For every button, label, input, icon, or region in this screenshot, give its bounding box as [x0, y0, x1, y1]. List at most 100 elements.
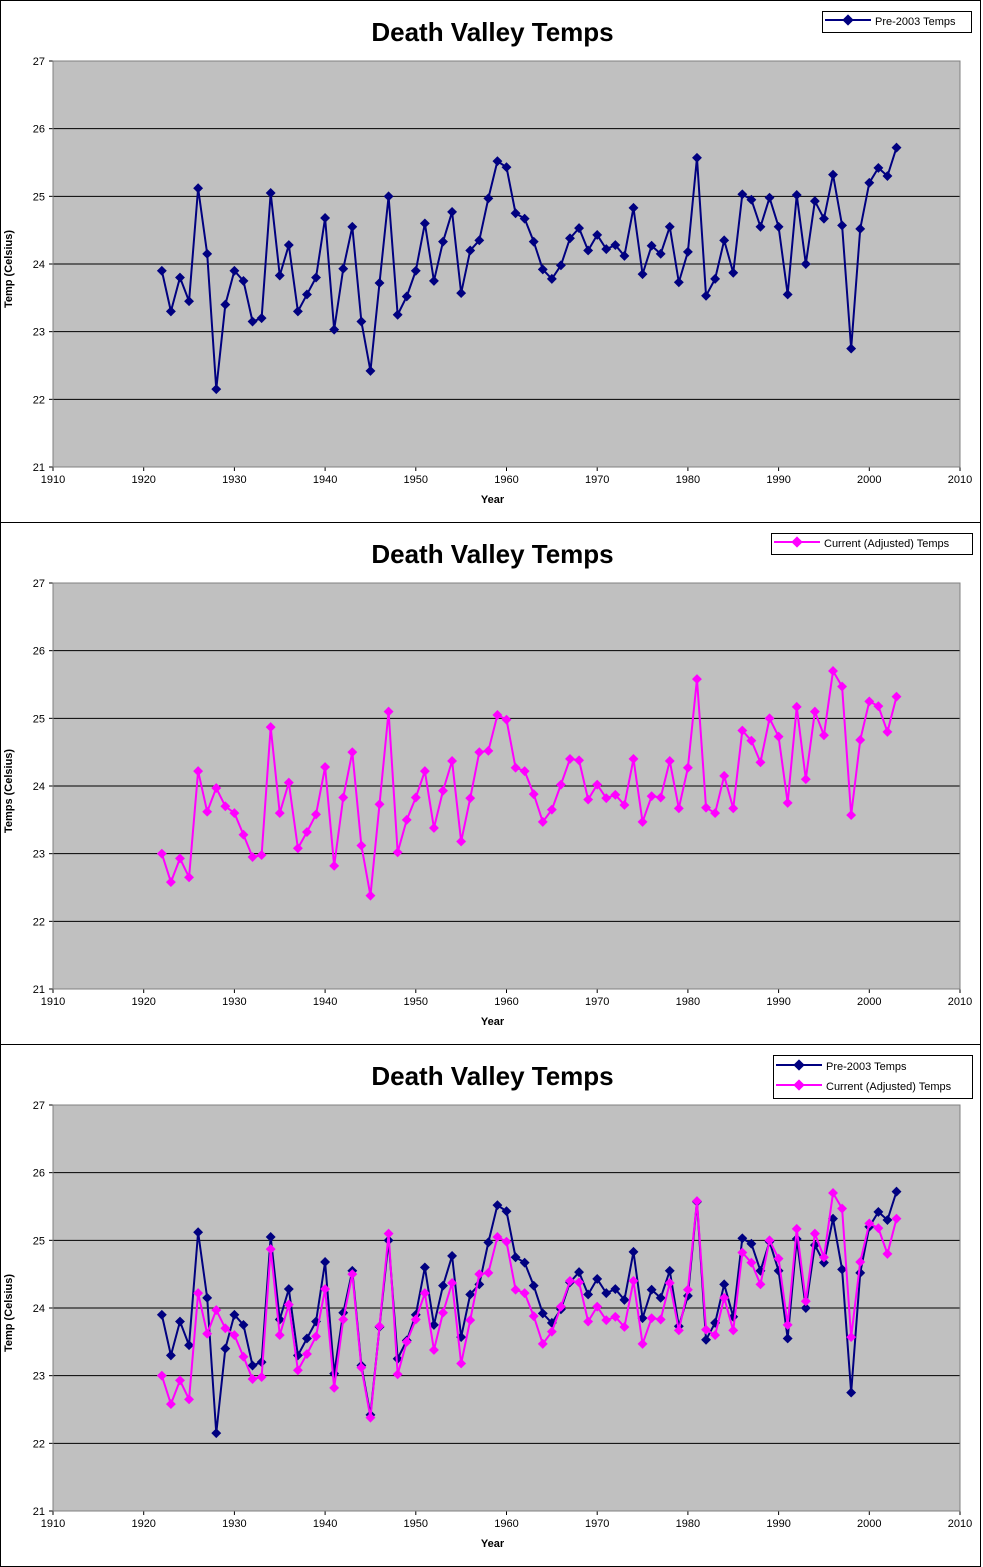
plot-border — [52, 1104, 961, 1512]
data-point-current — [746, 735, 757, 746]
data-point-pre2003 — [737, 1233, 748, 1244]
data-point-pre2003 — [873, 162, 884, 173]
data-point-pre2003 — [746, 1238, 757, 1249]
data-point-pre2003 — [510, 1252, 521, 1263]
data-point-current — [265, 722, 276, 733]
y-tick-label: 26 — [33, 124, 45, 136]
data-point-current — [184, 872, 194, 883]
data-point-current — [755, 757, 766, 768]
x-axis-title: Year — [480, 1016, 505, 1028]
x-tick-label: 1980 — [676, 996, 700, 1008]
data-point-pre2003 — [592, 1273, 603, 1284]
data-point-pre2003 — [546, 273, 557, 284]
y-tick-label: 22 — [33, 916, 45, 928]
data-point-current — [165, 877, 176, 888]
data-point-current — [637, 1338, 648, 1349]
data-point-current — [728, 1325, 739, 1336]
data-point-pre2003 — [265, 188, 276, 198]
data-point-current — [692, 674, 702, 685]
data-point-pre2003 — [283, 1284, 294, 1295]
data-point-current — [710, 1330, 721, 1341]
data-point-pre2003 — [456, 288, 467, 299]
data-point-current — [574, 755, 585, 766]
data-point-current — [283, 1299, 294, 1310]
data-point-current — [646, 1313, 657, 1324]
data-point-current — [438, 785, 448, 796]
data-point-current — [855, 735, 866, 745]
data-point-current — [673, 1325, 684, 1336]
data-point-pre2003 — [465, 1289, 476, 1300]
data-point-pre2003 — [882, 1215, 893, 1225]
data-point-current — [809, 706, 820, 717]
x-tick-label: 1930 — [222, 474, 246, 486]
data-point-current — [311, 809, 321, 820]
legend-swatch-current — [774, 536, 820, 548]
data-point-pre2003 — [537, 1308, 548, 1319]
x-tick-label: 1930 — [222, 996, 246, 1008]
data-point-current — [592, 1301, 603, 1312]
data-point-current — [428, 823, 439, 833]
data-point-current — [710, 808, 721, 819]
data-point-current — [882, 726, 893, 737]
data-point-pre2003 — [746, 194, 757, 205]
x-tick-label: 1970 — [585, 1518, 609, 1530]
data-point-pre2003 — [229, 265, 240, 276]
y-tick-label: 25 — [33, 191, 45, 203]
data-point-current — [882, 1248, 893, 1259]
data-point-current — [855, 1257, 866, 1267]
x-tick-label: 1950 — [404, 1518, 428, 1530]
data-point-current — [256, 1372, 267, 1382]
data-point-pre2003 — [628, 1246, 639, 1257]
data-point-current — [456, 836, 467, 847]
x-tick-label: 1960 — [494, 996, 518, 1008]
data-point-pre2003 — [583, 245, 594, 256]
data-point-current — [655, 1314, 666, 1325]
data-point-current — [247, 852, 258, 862]
data-point-current — [873, 701, 884, 712]
data-point-pre2003 — [428, 275, 439, 286]
data-point-current — [546, 804, 557, 815]
data-point-current — [374, 1321, 385, 1332]
data-point-pre2003 — [465, 245, 476, 256]
x-tick-label: 2000 — [857, 474, 881, 486]
data-point-current — [311, 1331, 321, 1342]
data-point-current — [837, 1203, 848, 1214]
data-point-pre2003 — [311, 272, 321, 283]
data-point-pre2003 — [428, 1319, 439, 1330]
line-chart-pre2003: 21 22 23 24 25 26 27 1910 1920 1930 1940 1950 1960 19… — [33, 56, 972, 486]
data-point-pre2003 — [692, 152, 702, 163]
data-point-pre2003 — [755, 221, 766, 232]
data-point-current — [356, 840, 367, 851]
data-point-pre2003 — [628, 202, 639, 213]
y-tick-label: 24 — [33, 259, 45, 271]
chart-panel-pre2003: 21 22 23 24 25 26 27 1910 1920 1930 1940 1950 1960 19… — [0, 0, 981, 523]
data-point-current — [846, 1332, 857, 1343]
legend-label: Pre-2003 Temps — [875, 16, 956, 28]
data-point-current — [864, 696, 875, 707]
data-point-current — [528, 789, 539, 800]
data-point-pre2003 — [274, 270, 285, 281]
data-point-pre2003 — [574, 223, 585, 234]
data-point-current — [764, 713, 775, 724]
data-point-current — [274, 808, 285, 819]
legend-swatch-pre2003 — [776, 1059, 822, 1071]
x-tick-label: 1920 — [131, 474, 155, 486]
x-tick-label: 1990 — [766, 474, 790, 486]
data-point-pre2003 — [211, 384, 222, 395]
data-point-current — [156, 848, 167, 859]
data-point-pre2003 — [846, 1387, 857, 1398]
data-point-pre2003 — [537, 264, 548, 275]
x-tick-label: 2000 — [857, 1518, 881, 1530]
legend-label: Current (Adjusted) Temps — [826, 1081, 952, 1093]
chart-title: Death Valley Temps — [371, 17, 614, 47]
data-point-current — [274, 1330, 285, 1341]
legend-item-pre2003: Pre-2003 Temps — [823, 12, 971, 32]
data-point-current — [292, 843, 303, 854]
chart-panel-current: 21 22 23 24 25 26 27 1910 1920 1930 1940 1950 1960 19… — [0, 522, 981, 1045]
y-tick-label: 23 — [33, 849, 45, 861]
x-tick-label: 1940 — [313, 474, 337, 486]
data-point-current — [819, 730, 829, 741]
line-chart-current: 21 22 23 24 25 26 27 1910 1920 1930 1940 1950 1960 19… — [33, 578, 972, 1008]
data-point-current — [410, 792, 421, 803]
data-point-current — [592, 779, 603, 790]
